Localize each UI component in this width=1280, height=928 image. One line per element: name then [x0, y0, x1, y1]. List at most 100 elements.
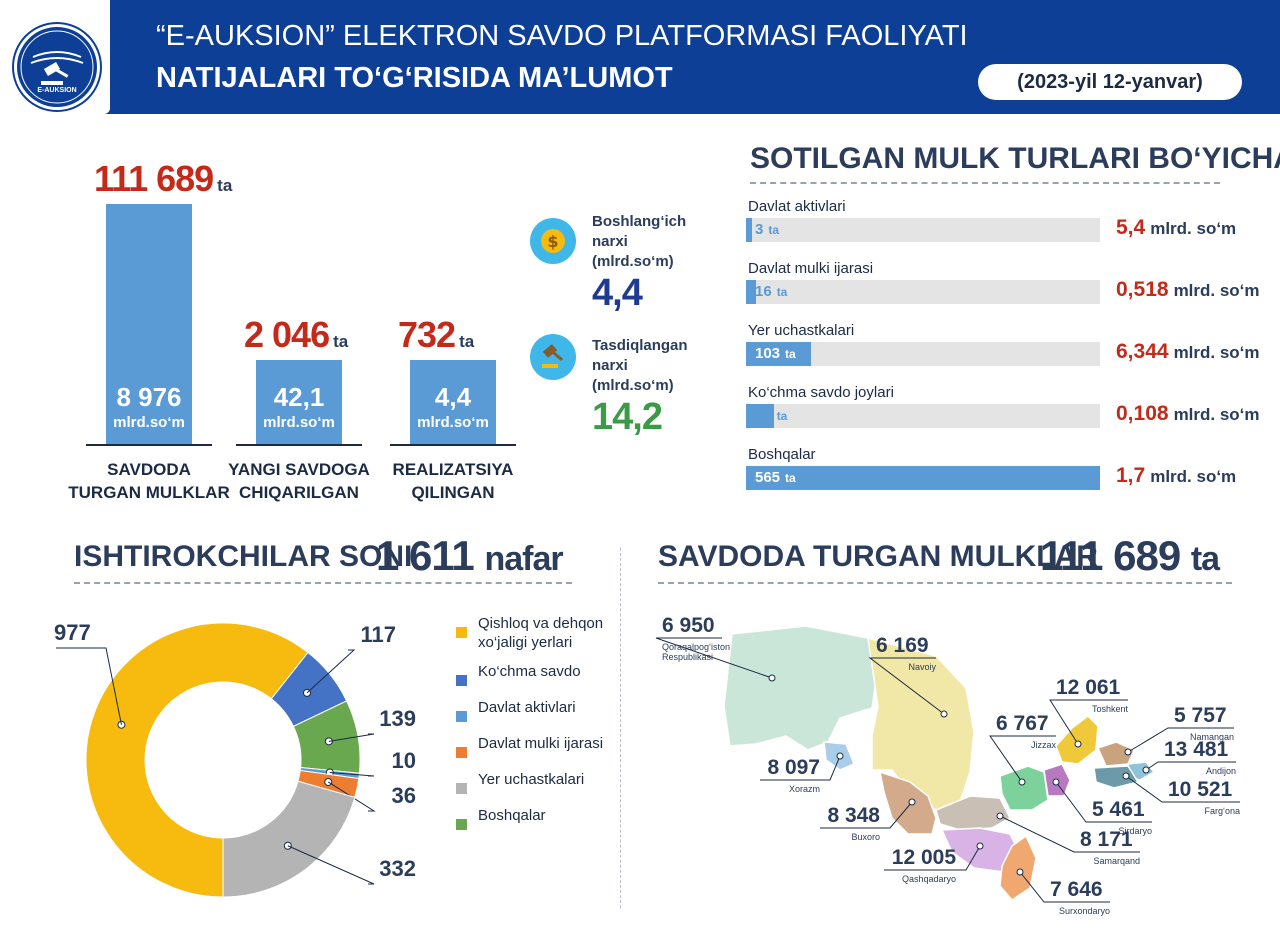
- map-region-surxondaryo: [999, 834, 1037, 901]
- map-region-toshkent: [1055, 715, 1099, 765]
- property-type-fill: [746, 404, 775, 428]
- map-region-value: 12 005: [892, 846, 957, 869]
- legend-swatch: [456, 819, 467, 830]
- donut-leader-line: [56, 647, 122, 725]
- e-auksion-logo: E-AUKSION: [14, 24, 100, 110]
- participants-total-value: 1 611: [376, 532, 475, 579]
- property-type-track: 103 ta: [746, 342, 1100, 366]
- bar-unit-label: mlrd.so‘m: [263, 414, 335, 431]
- bar-count-label: 732 ta: [398, 314, 474, 356]
- bar-value-label: 42,1: [273, 382, 325, 412]
- property-type-count-value: 103: [755, 345, 781, 362]
- listings-bar-chart: 8 976 mlrd.so‘m 111 689 ta SAVDODA TURGAN MUL…: [68, 150, 530, 520]
- donut-leader-line: [329, 771, 375, 777]
- map-leader-dot: [908, 798, 916, 806]
- bar-value-label: 4,4: [434, 382, 472, 412]
- map-leader-dot: [1122, 772, 1130, 780]
- map-leader-line: [655, 637, 773, 679]
- property-type-amount: 1,7 mlrd. so‘m: [1116, 464, 1236, 488]
- property-type-amount-unit: mlrd. so‘m: [1150, 467, 1237, 486]
- map-region-name: Navoiy: [908, 662, 936, 672]
- map-region-name: Sirdaryo: [1118, 826, 1152, 836]
- map-leader-line: [1055, 781, 1152, 823]
- bar-baseline: [390, 444, 516, 446]
- bar-category-label: SAVDODA TURGAN MULKLAR: [66, 458, 232, 504]
- legend-swatch: [456, 675, 467, 686]
- map-total-unit: ta: [1190, 540, 1220, 578]
- property-type-amount: 5,4 mlrd. so‘m: [1116, 216, 1236, 240]
- property-type-count-value: 565: [755, 469, 781, 486]
- property-type-track: 45 ta: [746, 404, 1100, 428]
- initial-price-label-line3: (mlrd.so‘m): [592, 253, 674, 270]
- map-leader-line: [989, 735, 1056, 783]
- map-leader-dot: [836, 752, 844, 760]
- property-type-track: 565 ta: [746, 466, 1100, 490]
- donut-value-label: 36: [392, 783, 416, 808]
- map-leader-line: [760, 755, 841, 781]
- donut-leader-line: [328, 733, 375, 742]
- legend-label: Qishloq va dehqon xo‘jaligi yerlari: [478, 615, 604, 651]
- property-type-label: Ko‘chma savdo joylari: [748, 384, 894, 401]
- map-leader-dot: [1124, 748, 1132, 756]
- donut-value-label: 139: [379, 706, 416, 731]
- map-region-name: Qoraqalpog‘iston: [662, 642, 730, 652]
- map-region-value: 5 461: [1092, 798, 1145, 821]
- legend-label: Boshqalar: [478, 807, 546, 824]
- map-leader-line: [1049, 699, 1128, 745]
- initial-price-label-line1: Boshlang‘ich: [592, 213, 687, 230]
- approved-price-value: 14,2: [592, 396, 663, 438]
- participants-total: 1 611 nafar: [376, 532, 564, 580]
- map-total-value: 111 689: [1040, 532, 1181, 579]
- bar-category-line2: QILINGAN: [411, 483, 495, 502]
- map-region-value: 7 646: [1050, 878, 1103, 901]
- map-region-value: 13 481: [1164, 738, 1229, 761]
- bar-category-line2: CHIQARILGAN: [239, 483, 359, 502]
- map-region-jizzax: [999, 765, 1049, 811]
- map-region-namangan: [1096, 741, 1135, 767]
- property-type-count: 3 ta: [755, 221, 779, 238]
- initial-price-label: Boshlang‘ich narxi (mlrd.so‘m): [592, 212, 686, 272]
- map-region-name: Farg‘ona: [1204, 806, 1240, 816]
- map-region-name: Namangan: [1190, 732, 1234, 742]
- map-region-name: Xorazm: [789, 784, 820, 794]
- map-region-value: 5 757: [1174, 704, 1227, 727]
- bar-count-value: 111 689: [94, 158, 214, 199]
- map-leader-line: [1019, 871, 1110, 903]
- donut-slice-5: [222, 780, 356, 898]
- participants-legend: Qishloq va dehqon xo‘jaligi yerlari Ko‘ch…: [452, 614, 622, 834]
- property-type-count-value: 3: [755, 221, 764, 238]
- property-type-count: 45 ta: [755, 407, 787, 424]
- property-type-count-unit: ta: [776, 409, 788, 423]
- map-leader-dot: [1142, 766, 1150, 774]
- property-type-label: Davlat aktivlari: [748, 198, 846, 215]
- map-region-value: 6 950: [662, 614, 715, 637]
- donut-leader-dot: [117, 720, 126, 729]
- property-type-label: Boshqalar: [748, 446, 816, 463]
- page-title-line2: NATIJALARI TO‘G‘RISIDA MA’LUMOT: [156, 62, 673, 94]
- bar-value-label: 8 976: [116, 382, 182, 412]
- map-region-fargona: [1093, 765, 1140, 789]
- map-divider: [658, 582, 1232, 584]
- map-region-value: 10 521: [1168, 778, 1233, 801]
- initial-price-label-line2: narxi: [592, 233, 628, 250]
- property-type-amount-value: 0,518: [1116, 278, 1169, 301]
- page-title-line1: “E-AUKSION” ELEKTRON SAVDO PLATFORMASI F…: [156, 20, 968, 52]
- map-region-name: Qashqadaryo: [902, 874, 956, 884]
- property-type-fill: [746, 466, 1100, 490]
- map-region-value: 6 767: [996, 712, 1049, 735]
- logo-area: E-AUKSION: [0, 0, 110, 114]
- donut-value-label: 332: [379, 856, 416, 881]
- property-type-amount: 6,344 mlrd. so‘m: [1116, 340, 1260, 364]
- bar-unit-label: mlrd.so‘m: [113, 414, 185, 431]
- map-region-value: 8 097: [767, 756, 820, 779]
- map-leader-line: [820, 801, 913, 829]
- legend-swatch: [456, 711, 467, 722]
- property-type-amount-value: 0,108: [1116, 402, 1169, 425]
- bar-count-unit: ta: [217, 176, 233, 195]
- map-leader-dot: [976, 842, 984, 850]
- map-region-value: 8 171: [1080, 828, 1133, 851]
- bar-count-label: 111 689 ta: [94, 158, 232, 200]
- property-type-count: 16 ta: [755, 283, 787, 300]
- participants-total-unit: nafar: [484, 540, 563, 578]
- legend-swatch: [456, 627, 467, 638]
